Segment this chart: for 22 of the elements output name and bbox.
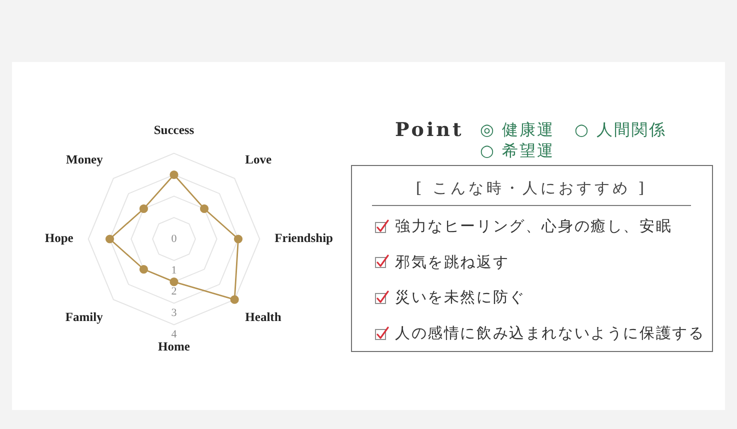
y-tick-label: 3 <box>171 307 178 320</box>
text: ◎ 健康運 <box>480 119 555 140</box>
spoke-label: Home <box>158 339 190 354</box>
text: 邪気を跳ね返す <box>395 252 510 272</box>
y-tick-label: 4 <box>171 328 178 341</box>
text: 強力なヒーリング、心身の癒し、安眠 <box>395 216 672 236</box>
text: 災いを未然に防ぐ <box>395 287 526 308</box>
y-tick-label: 1 <box>171 264 177 276</box>
spoke-label: Success <box>154 123 194 138</box>
spoke-label: Love <box>245 152 272 167</box>
text: ○ 人間関係 <box>574 119 667 140</box>
text: [ こんな時・人におすすめ ] <box>372 177 691 206</box>
spoke-label: Hope <box>44 231 74 246</box>
text: 人の感情に飲み込まれないように保護する <box>395 323 705 344</box>
spoke-label: Family <box>65 310 104 324</box>
text: Point <box>395 118 464 142</box>
spoke-label: Health <box>245 310 282 324</box>
spoke-label: Money <box>66 152 104 167</box>
spoke-label: Friendship <box>274 231 334 246</box>
text: ○ 希望運 <box>480 140 555 161</box>
y-tick-label: 2 <box>171 286 177 298</box>
y-tick-label: 0 <box>171 232 178 245</box>
